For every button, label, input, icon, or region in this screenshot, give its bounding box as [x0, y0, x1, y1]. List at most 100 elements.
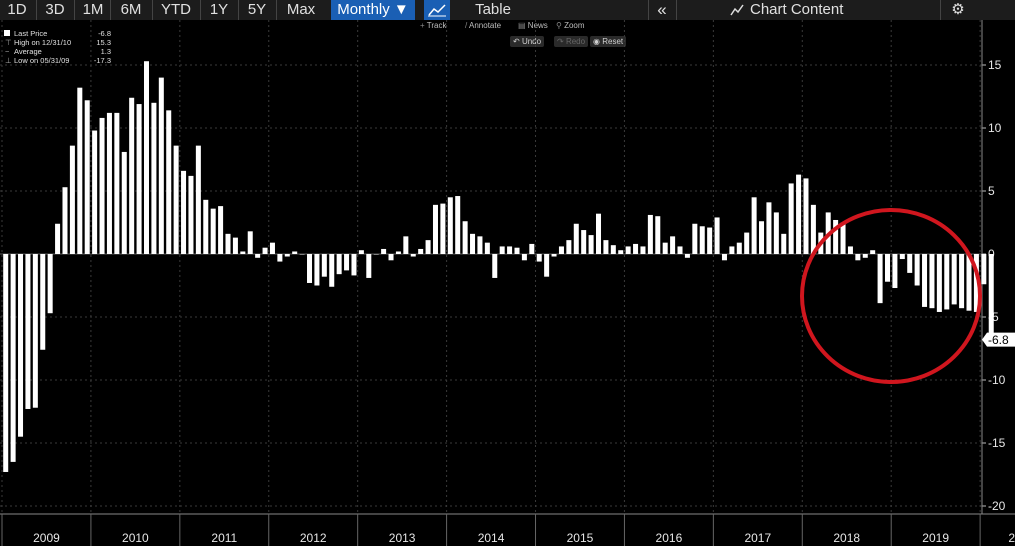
legend-last-price: Last Price -6.8	[3, 29, 111, 38]
bar	[188, 175, 194, 254]
bar	[751, 197, 757, 254]
bar	[151, 102, 157, 254]
x-year-label: 2010	[122, 531, 149, 545]
bar	[166, 110, 172, 254]
range-button-6m[interactable]: 6M	[120, 1, 142, 18]
bar	[862, 254, 868, 258]
bar	[262, 247, 268, 254]
chart-content-button[interactable]: Chart Content	[728, 0, 858, 20]
reset-button[interactable]: ◉ Reset	[590, 36, 627, 47]
y-tick-label: -10	[988, 373, 1006, 387]
x-year-label: 2017	[744, 531, 771, 545]
bar	[232, 237, 238, 254]
range-button-max[interactable]: Max	[286, 1, 316, 18]
bar	[936, 254, 942, 312]
bar	[892, 254, 898, 289]
bar	[588, 235, 594, 254]
track-label: Track	[426, 21, 447, 30]
bar	[314, 254, 320, 286]
legend-low: ⊥ Low on 05/31/09 -17.3	[3, 56, 111, 65]
bar	[203, 199, 209, 254]
bar	[988, 254, 994, 340]
bar	[247, 231, 253, 254]
bar	[625, 246, 631, 254]
bar	[959, 254, 965, 309]
undo-icon: ↶	[513, 37, 520, 46]
bar	[870, 250, 876, 254]
range-button-1m[interactable]: 1M	[82, 1, 104, 18]
redo-button[interactable]: ↷ Redo	[554, 36, 589, 47]
bar	[581, 230, 587, 254]
x-year-label: 2011	[211, 531, 237, 545]
bar	[240, 251, 246, 254]
bar	[195, 145, 201, 254]
range-button-1y[interactable]: 1Y	[209, 1, 229, 18]
bar	[736, 242, 742, 254]
bar	[744, 232, 750, 254]
bar	[388, 254, 394, 261]
bar	[788, 183, 794, 254]
last-price-label: Last Price	[14, 29, 48, 38]
last-price-swatch	[4, 30, 10, 36]
bar	[62, 187, 68, 254]
news-icon: ▤	[518, 21, 526, 30]
bar	[277, 254, 283, 262]
bar	[292, 251, 298, 254]
bar	[136, 104, 142, 254]
bar	[3, 254, 9, 472]
track-button[interactable]: + Track	[420, 21, 460, 30]
bar	[847, 246, 853, 254]
bar	[181, 170, 187, 254]
settings-gear-icon[interactable]: ⚙	[951, 1, 965, 18]
bar	[492, 254, 498, 278]
undo-label: Undo	[521, 37, 542, 46]
reset-icon: ◉	[593, 37, 600, 46]
redo-label: Redo	[565, 37, 586, 46]
bar	[69, 145, 75, 254]
range-button-ytd[interactable]: YTD	[161, 1, 191, 18]
bar	[92, 130, 98, 254]
high-label: High on 12/31/10	[14, 38, 72, 47]
bar	[840, 222, 846, 254]
annotate-button[interactable]: / Annotate	[465, 21, 515, 30]
chart-type-button[interactable]	[424, 0, 450, 20]
x-year-label: 2009	[33, 531, 60, 545]
average-label: Average	[14, 47, 42, 56]
pencil-icon: /	[465, 21, 468, 30]
zoom-button[interactable]: ⚲ Zoom	[556, 21, 596, 30]
range-button-5y[interactable]: 5Y	[247, 1, 267, 18]
bar	[536, 254, 542, 262]
bar	[914, 254, 920, 286]
low-label: Low on 05/31/09	[14, 56, 70, 65]
bar	[381, 248, 387, 254]
x-year-label: 2012	[300, 531, 327, 545]
bar	[507, 246, 513, 254]
bar	[929, 254, 935, 309]
last-price-value: -6.8	[98, 29, 111, 38]
bar	[10, 254, 16, 462]
news-button[interactable]: ▤ News	[518, 21, 558, 30]
bar	[796, 174, 802, 254]
collapse-icon[interactable]: «	[657, 0, 667, 19]
table-button[interactable]: Table	[475, 1, 511, 18]
bar	[484, 242, 490, 254]
bar	[432, 204, 438, 254]
x-year-label: 2016	[656, 531, 683, 545]
bar	[440, 203, 446, 254]
bar	[603, 240, 609, 254]
redo-icon: ↷	[557, 37, 564, 46]
range-button-3d[interactable]: 3D	[45, 1, 65, 18]
bar	[677, 246, 683, 254]
bar	[973, 254, 979, 312]
bar	[633, 243, 639, 254]
undo-button[interactable]: ↶ Undo	[510, 36, 545, 47]
bar	[77, 87, 83, 255]
bar	[699, 226, 705, 254]
bar	[618, 250, 624, 254]
bar	[670, 236, 676, 254]
bar	[114, 112, 120, 254]
high-value: 15.3	[96, 38, 111, 47]
range-button-1d[interactable]: 1D	[7, 1, 27, 18]
frequency-dropdown[interactable]: Monthly ▼	[331, 0, 415, 20]
bar	[684, 254, 690, 258]
